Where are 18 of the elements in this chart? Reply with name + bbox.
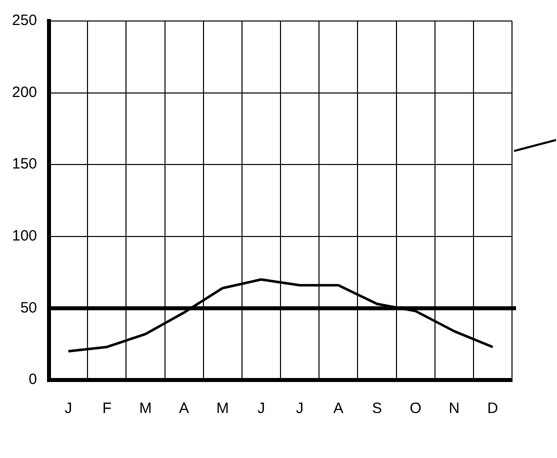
y-tick-label: 150 <box>12 156 38 173</box>
x-tick-label: O <box>410 400 422 418</box>
x-tick-label: A <box>333 400 344 418</box>
x-tick-label: M <box>139 400 152 418</box>
y-tick-label: 250 <box>12 12 38 30</box>
x-tick-label: S <box>372 400 382 418</box>
x-tick-label: N <box>448 400 460 418</box>
x-tick-label: D <box>487 400 498 418</box>
x-tick-label: J <box>257 400 265 418</box>
x-tick-label: M <box>216 400 229 418</box>
y-tick-label: 100 <box>12 228 38 245</box>
y-tick-label: 0 <box>28 371 38 388</box>
y-tick-label: 200 <box>12 84 38 101</box>
x-tick-label: J <box>296 400 304 418</box>
x-tick-label: A <box>179 400 190 418</box>
x-tick-label: F <box>102 400 112 418</box>
x-tick-label: J <box>64 400 72 418</box>
y-tick-label: 50 <box>20 299 38 316</box>
